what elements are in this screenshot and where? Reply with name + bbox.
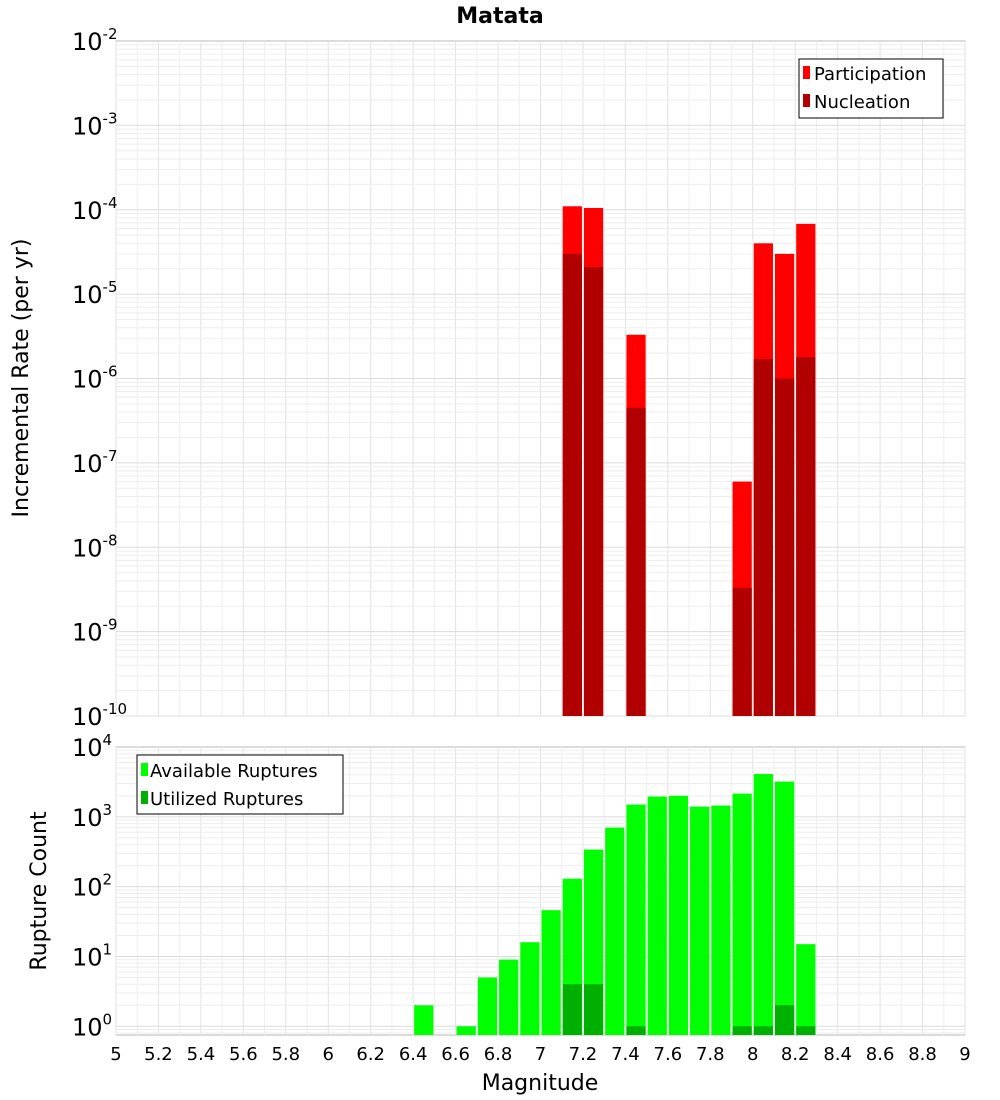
top-bar-series2 — [626, 407, 646, 716]
bottom-bar-series2 — [774, 1005, 795, 1035]
top-y-tick-label: 10-8 — [72, 531, 118, 562]
top-y-tick-label: 10-3 — [72, 109, 118, 140]
top-y-tick-label: 10-4 — [72, 194, 118, 225]
bottom-bar-series1 — [456, 1026, 476, 1035]
x-tick-label: 7 — [535, 1044, 546, 1065]
x-tick-label: 8.4 — [823, 1044, 852, 1065]
x-tick-label: 8.6 — [866, 1044, 895, 1065]
top-y-tick-label: 10-5 — [72, 278, 118, 309]
top-y-tick-label: 10-7 — [72, 447, 118, 478]
x-tick-label: 5.2 — [144, 1044, 173, 1065]
x-tick-label: 7.2 — [569, 1044, 598, 1065]
top-legend-box — [798, 58, 944, 119]
bottom-bar-series2 — [583, 984, 604, 1035]
bottom-bar-series2 — [562, 984, 582, 1035]
legend-swatch-available — [141, 763, 148, 776]
bottom-y-tick-label: 101 — [72, 940, 112, 971]
bottom-bar-series1 — [414, 1005, 434, 1035]
top-gridlines — [115, 41, 966, 717]
x-tick-label: 6.4 — [399, 1044, 428, 1065]
top-bar-series2 — [732, 587, 752, 716]
bottom-bar-series1 — [796, 944, 816, 1035]
top-y-ticks: 10-10 10-9 10-8 10-7 10-6 10-5 10-4 10-3 10-2 — [72, 25, 127, 731]
top-panel: 10-10 10-9 10-8 10-7 10-6 10-5 10-4 10-3 10-2 In… — [9, 25, 966, 731]
bottom-bar-series1 — [626, 804, 646, 1035]
x-axis-label: Magnitude — [482, 1071, 599, 1096]
bottom-bar-series2 — [626, 1026, 646, 1035]
top-y-axis-label: Incremental Rate (per yr) — [9, 239, 34, 518]
bottom-bar-series1 — [690, 806, 710, 1035]
top-y-tick-label: 10-10 — [72, 700, 127, 731]
top-bar-series2 — [774, 378, 795, 716]
x-tick-label: 5.8 — [271, 1044, 300, 1065]
legend-label-nucleation: Nucleation — [814, 92, 910, 113]
x-tick-label: 8.8 — [908, 1044, 937, 1065]
top-y-tick-label: 10-9 — [72, 616, 118, 647]
legend-swatch-participation — [803, 66, 810, 79]
legend-label-utilized: Utilized Ruptures — [150, 789, 303, 810]
bottom-bar-series1 — [732, 793, 752, 1035]
top-bars — [562, 206, 816, 717]
x-tick-label: 5.4 — [187, 1044, 216, 1065]
legend-label-available: Available Ruptures — [150, 761, 318, 782]
bottom-y-tick-label: 100 — [72, 1010, 112, 1041]
top-legend: Participation Nucleation — [798, 58, 944, 119]
bottom-bar-series1 — [753, 774, 773, 1035]
top-bar-series2 — [753, 359, 773, 716]
bottom-bar-series1 — [774, 781, 795, 1035]
x-tick-label: 5 — [110, 1044, 121, 1065]
bottom-bar-series2 — [732, 1026, 752, 1035]
top-bar-series2 — [583, 266, 604, 716]
bottom-bar-series1 — [477, 977, 498, 1035]
top-bar-series2 — [562, 253, 582, 716]
bottom-bar-series1 — [668, 795, 689, 1035]
x-tick-label: 7.6 — [654, 1044, 683, 1065]
x-tick-label: 9 — [959, 1044, 970, 1065]
legend-label-participation: Participation — [814, 64, 926, 85]
x-tick-label: 6.6 — [441, 1044, 470, 1065]
bottom-bar-series1 — [711, 805, 731, 1035]
legend-swatch-nucleation — [803, 94, 810, 107]
bottom-bar-series1 — [499, 959, 519, 1035]
bottom-bar-series1 — [520, 942, 540, 1035]
bottom-bar-series1 — [605, 827, 625, 1035]
bottom-bars — [414, 774, 816, 1035]
bottom-bar-series1 — [541, 910, 561, 1035]
bottom-bar-series2 — [753, 1026, 773, 1035]
top-bar-series2 — [796, 356, 816, 716]
x-tick-label: 6 — [323, 1044, 334, 1065]
bottom-y-axis-label: Rupture Count — [27, 811, 52, 971]
x-tick-label: 8 — [747, 1044, 758, 1065]
x-tick-label: 7.8 — [696, 1044, 725, 1065]
bottom-bar-series2 — [796, 1026, 816, 1035]
x-tick-label: 7.4 — [611, 1044, 640, 1065]
x-ticks: 5 5.2 5.4 5.6 5.8 6 6.2 6.4 6.6 6.8 7 7.2 7.4 7.6 7.8 8… — [110, 1044, 970, 1065]
x-tick-label: 5.6 — [229, 1044, 258, 1065]
bottom-legend-box — [136, 754, 344, 815]
top-y-tick-label: 10-2 — [72, 25, 118, 56]
legend-swatch-utilized — [141, 791, 148, 804]
bottom-y-ticks: 100 101 102 103 104 — [72, 731, 112, 1041]
x-tick-label: 8.2 — [781, 1044, 810, 1065]
chart-title: Matata — [456, 4, 543, 29]
bottom-y-tick-label: 103 — [72, 801, 112, 832]
bottom-legend: Available Ruptures Utilized Ruptures — [136, 754, 344, 815]
top-y-tick-label: 10-6 — [72, 363, 118, 394]
bottom-bar-series1 — [647, 796, 667, 1035]
bottom-y-tick-label: 104 — [72, 731, 112, 762]
x-tick-label: 6.8 — [484, 1044, 513, 1065]
bottom-y-tick-label: 102 — [72, 871, 112, 902]
x-tick-label: 6.2 — [356, 1044, 385, 1065]
bottom-panel: 100 101 102 103 104 5 5.2 5.4 5.6 5.8 6 6.2 6.4 6.6 6… — [27, 731, 971, 1096]
